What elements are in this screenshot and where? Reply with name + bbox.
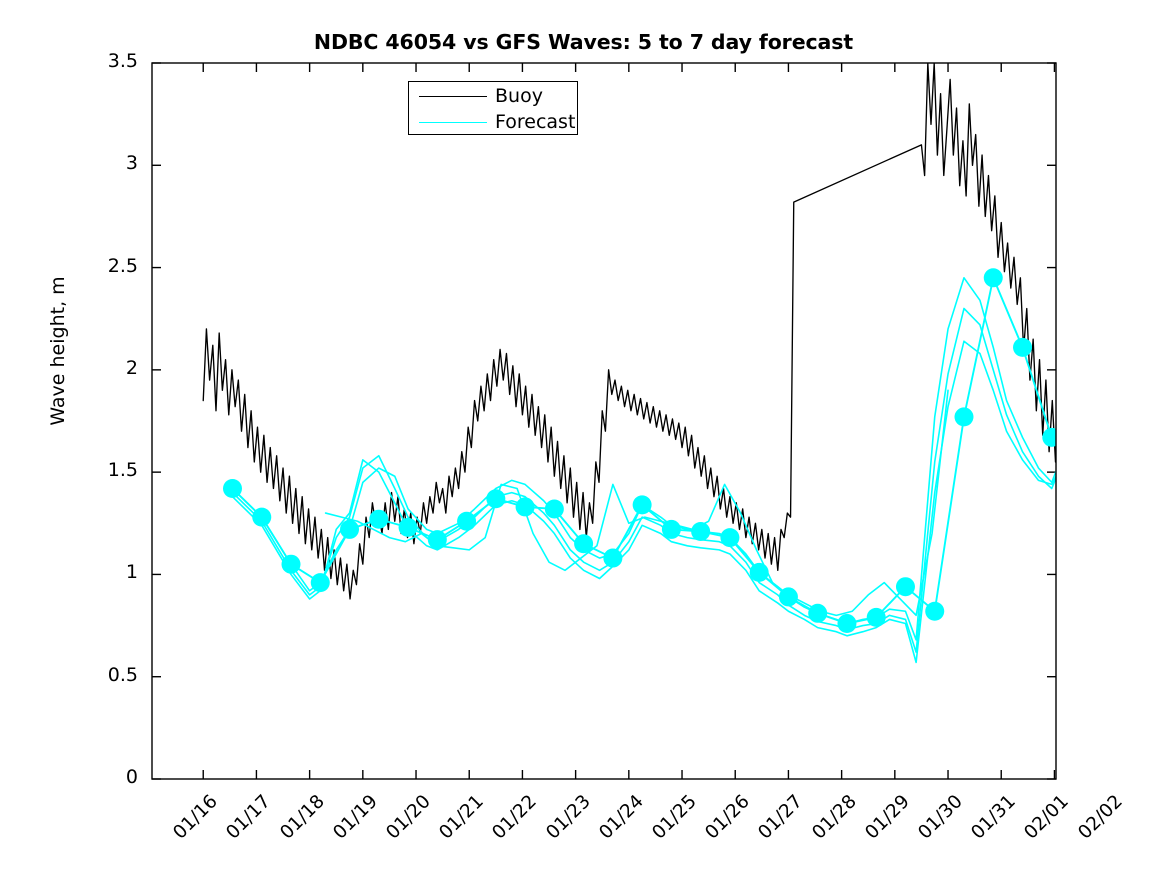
forecast-data-point [983,268,1003,288]
forecast-data-point [515,497,535,517]
forecast-data-point [691,521,711,541]
forecast-data-point [1013,337,1033,357]
forecast-series-line [231,277,1056,641]
forecast-markers-layer [222,268,1085,634]
forecast-data-point [632,495,652,515]
forecast-series-line [231,307,1056,653]
forecast-data-point [369,509,389,529]
forecast-data-point [486,489,506,509]
y-tick-label: 3.5 [107,50,138,72]
forecast-data-point [778,587,798,607]
forecast-data-point [866,607,886,627]
forecast-data-point [720,528,740,548]
forecast-data-point [603,548,623,568]
forecast-data-point [954,407,974,427]
legend-label: Buoy [495,85,543,107]
chart-legend[interactable]: Buoy Forecast [408,81,578,135]
forecast-data-point [925,601,945,621]
legend-swatch-line [419,122,487,123]
y-tick-label: 0.5 [107,663,138,686]
forecast-data-point [544,499,564,519]
forecast-data-point [310,573,330,593]
forecast-data-point [574,534,594,554]
y-tick-label: 2.5 [107,254,138,277]
forecast-data-point [1066,473,1085,492]
legend-entry-buoy[interactable]: Buoy [409,83,579,110]
forecast-data-point [398,517,418,537]
forecast-data-point [661,519,681,539]
y-tick-label: 3 [125,152,138,175]
forecast-data-point [808,603,828,623]
forecast-data-point [252,507,272,527]
buoy-series-line [202,63,1056,600]
axes-frame [151,62,1057,780]
x-tick-marks [202,63,1056,779]
legend-label: Forecast [495,111,576,133]
y-tick-label: 0 [125,766,138,788]
chart-title: NDBC 46054 vs GFS Waves: 5 to 7 day fore… [313,30,854,54]
y-tick-label: 1 [125,561,138,584]
legend-swatch-line [419,96,487,97]
forecast-data-point [340,519,360,539]
forecast-data-point [427,530,447,550]
forecast-data-point [1042,427,1056,447]
forecast-data-point [749,562,769,582]
forecast-data-point [222,479,242,499]
y-tick-label: 2 [125,356,138,379]
forecast-data-point [281,554,301,574]
forecast-data-point [457,511,477,531]
forecast-series-line [231,340,1056,664]
y-tick-label: 1.5 [107,459,138,482]
forecast-data-point [837,614,857,634]
legend-entry-forecast[interactable]: Forecast [409,109,579,136]
forecast-data-point [895,577,915,597]
